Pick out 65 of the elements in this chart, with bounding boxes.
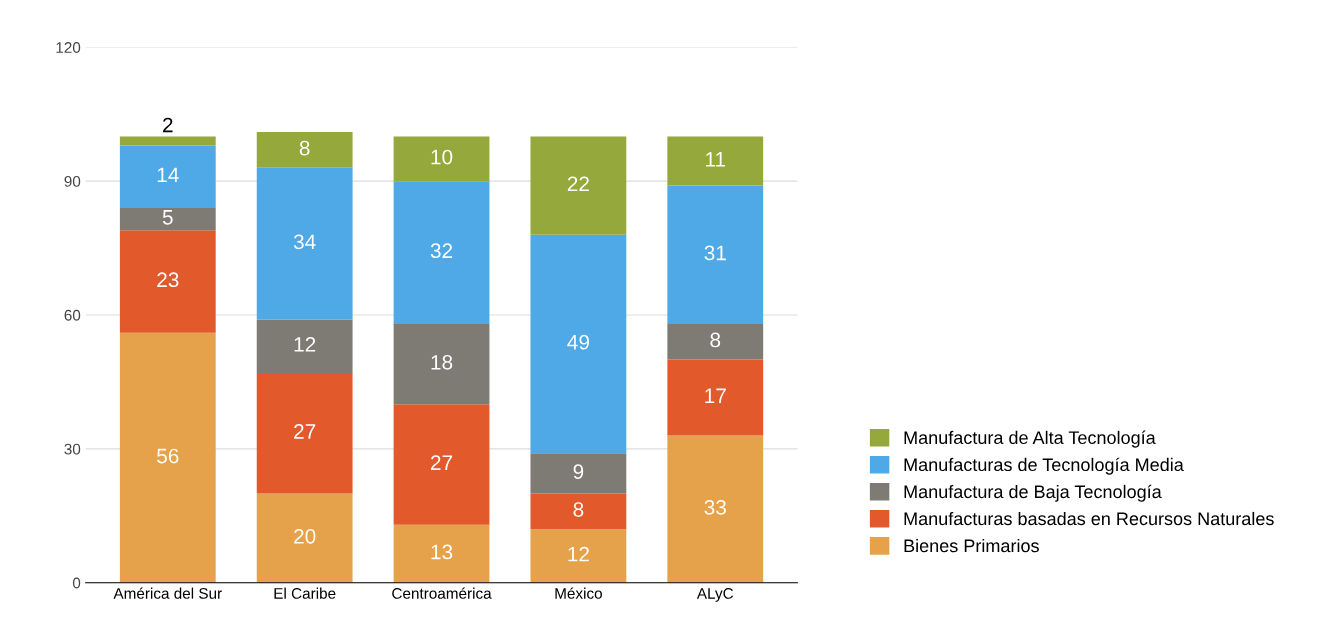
data-label: 33	[704, 499, 726, 515]
bar	[667, 323, 764, 360]
data-label: 34	[293, 234, 316, 250]
bar	[667, 435, 764, 583]
data-label: 49	[567, 334, 589, 350]
data-label: 10	[431, 149, 453, 165]
bar	[119, 145, 216, 208]
bar	[119, 332, 216, 583]
data-label: 13	[431, 544, 453, 560]
bar	[667, 185, 764, 324]
legend-label: Bienes Primarios	[904, 538, 1039, 553]
legend-label: Manufacturas de Tecnología Media	[904, 457, 1184, 475]
bar	[393, 524, 490, 583]
data-label: 56	[157, 448, 179, 464]
data-label: 20	[294, 528, 316, 544]
data-label: 31	[704, 245, 726, 261]
bar	[530, 529, 627, 583]
x-tick-label: El Caribe	[274, 587, 336, 599]
data-label: 27	[430, 455, 453, 470]
y-tick-label: 0	[72, 577, 81, 589]
data-label: 2	[163, 117, 173, 133]
bar	[393, 404, 490, 525]
bar	[119, 230, 216, 333]
legend-label: Manufactura de Alta Tecnología	[904, 430, 1156, 448]
data-label: 22	[567, 176, 589, 191]
x-tick-label: América del Sur	[113, 587, 222, 599]
bar	[256, 167, 353, 320]
y-tick-label: 120	[56, 42, 81, 53]
data-label: 12	[568, 546, 589, 562]
data-label: 32	[430, 243, 453, 259]
bar	[667, 359, 764, 436]
x-tick-label: México	[555, 587, 602, 599]
bar	[530, 136, 627, 235]
bar	[667, 136, 764, 186]
y-tick-label: 60	[64, 309, 81, 321]
bar	[256, 319, 353, 374]
data-label: 5	[162, 210, 173, 225]
bar	[530, 493, 627, 530]
legend-label: Manufactura de Baja Tecnología	[904, 484, 1162, 502]
data-label: 8	[573, 502, 584, 517]
bar	[256, 493, 353, 583]
bar	[256, 373, 353, 494]
data-label: 23	[157, 272, 179, 288]
legend-label: Manufacturas basadas en Recursos Naturales	[904, 511, 1274, 526]
data-label: 17	[705, 388, 726, 403]
data-label: 18	[431, 354, 453, 370]
data-label: 9	[573, 464, 584, 480]
bar	[393, 136, 490, 182]
bar	[119, 136, 216, 146]
bar	[256, 132, 353, 168]
bar	[393, 181, 490, 324]
y-tick-label: 90	[64, 175, 81, 187]
bar	[393, 323, 490, 405]
x-tick-label: ALyC	[696, 588, 734, 602]
bar	[119, 207, 216, 231]
bar	[530, 234, 627, 454]
bar	[530, 453, 627, 494]
data-label: 11	[706, 152, 726, 167]
data-label: 8	[299, 140, 310, 156]
y-tick-label: 30	[64, 443, 81, 455]
data-label: 14	[157, 167, 179, 183]
x-tick-label: Centroamérica	[392, 587, 492, 599]
data-label: 8	[710, 332, 721, 348]
data-label: 27	[294, 424, 316, 439]
data-label: 12	[294, 337, 316, 352]
